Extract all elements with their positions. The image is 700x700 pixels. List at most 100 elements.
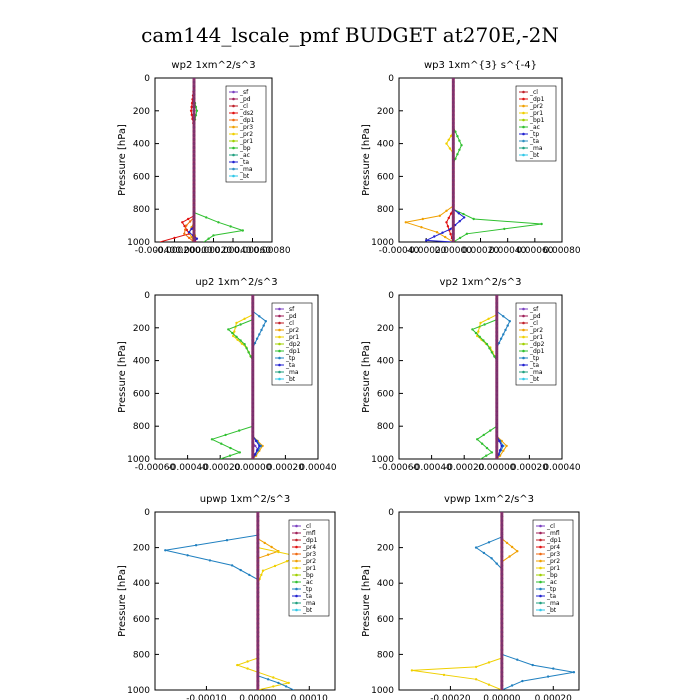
series-marker (477, 330, 480, 333)
series-marker (572, 671, 576, 674)
legend-marker (295, 601, 298, 605)
series-marker (284, 685, 288, 688)
legend-marker (278, 356, 281, 360)
legend-marker (278, 335, 281, 339)
legend-entry: _pr2 (302, 558, 316, 565)
series-marker (444, 235, 447, 239)
legend-marker (522, 118, 525, 122)
series-marker (478, 335, 481, 338)
y-tick-label: 800 (133, 422, 150, 432)
series-marker (270, 545, 273, 549)
series-marker (235, 335, 238, 338)
x-tick-label: -0.00060 (135, 463, 176, 473)
series-marker (190, 227, 193, 231)
series-marker (441, 231, 444, 234)
series-marker (490, 351, 494, 354)
series-marker (474, 331, 478, 335)
legend-marker (539, 566, 542, 570)
legend-entry: _ma (529, 369, 543, 376)
series-marker (490, 451, 494, 454)
legend-marker (295, 531, 298, 535)
y-tick-label: 800 (377, 205, 394, 215)
series-marker (447, 138, 450, 141)
legend-entry: _dp1 (239, 117, 255, 124)
legend-marker (232, 139, 235, 143)
legend-entry: _pr4 (302, 544, 316, 551)
x-tick-label: -0.00020 (430, 694, 471, 700)
legend-entry: _cl (302, 523, 311, 530)
legend-marker (295, 608, 298, 612)
legend-marker (522, 125, 525, 129)
legend-marker (522, 363, 525, 367)
y-tick-label: 0 (144, 291, 150, 301)
legend-entry: _pr1 (529, 110, 543, 117)
legend-entry: _mfl (546, 530, 560, 537)
legend: _sf_pd_cl_pr2_pr1_dp2_dp1_tp_ta_ma_bt (271, 302, 313, 386)
legend-entry: _pr2 (546, 558, 560, 565)
legend-entry: _cl (529, 320, 538, 327)
legend-entry: _tp (529, 355, 539, 362)
series-marker (217, 221, 220, 224)
legend-entry: _bt (529, 376, 540, 383)
series-marker (497, 341, 501, 345)
x-tick-label: -0.00020 (444, 463, 485, 473)
series-marker (458, 148, 461, 151)
legend-marker (232, 132, 235, 136)
series-marker (236, 663, 239, 667)
legend-marker (278, 349, 281, 353)
series-marker (498, 439, 501, 443)
series-marker (195, 237, 199, 240)
legend-marker (539, 552, 542, 556)
series-line-dp1 (210, 295, 254, 459)
series-marker (173, 236, 176, 240)
legend-entry: _bt (302, 607, 313, 614)
legend-entry: _ac (529, 124, 540, 131)
y-axis-label: Pressure [hPa] (117, 124, 128, 196)
y-tick-label: 0 (388, 508, 394, 518)
series-marker (238, 451, 241, 454)
series-marker (247, 351, 250, 354)
series-marker (493, 355, 496, 358)
figure-title: cam144_lscale_pmf BUDGET at270E,-2N (141, 23, 559, 47)
series-marker (236, 338, 239, 341)
legend-marker (539, 545, 542, 549)
legend-marker (539, 594, 542, 598)
series-line-pr2 (257, 512, 280, 690)
legend-entry: _ta (546, 593, 556, 600)
legend-marker (232, 97, 235, 101)
plot-frame (398, 511, 580, 691)
legend-entry: _ma (529, 145, 543, 152)
series-marker (482, 339, 485, 342)
series-marker (260, 573, 263, 577)
legend-entry: _pr3 (239, 124, 253, 131)
series-marker (243, 317, 246, 320)
legend-marker (539, 587, 542, 591)
y-tick-label: 600 (377, 389, 394, 399)
series-marker (447, 216, 450, 220)
legend-entry: _pr1 (529, 334, 543, 341)
series-line-tp (165, 512, 295, 690)
series-marker (456, 153, 459, 156)
series-marker (457, 212, 460, 215)
series-marker (262, 324, 265, 327)
series-marker (482, 551, 486, 555)
legend-marker (539, 573, 542, 577)
legend-entry: _sf (285, 306, 295, 313)
legend-entry: _pr2 (529, 103, 543, 110)
series-marker (225, 539, 229, 542)
series-marker (531, 663, 534, 667)
legend-entry: _ta (239, 159, 249, 166)
series-marker (232, 334, 235, 338)
legend-entry: _pr1 (302, 565, 316, 572)
x-tick-label: -0.00020 (406, 246, 447, 256)
legend-marker (522, 153, 525, 157)
series-marker (183, 232, 186, 235)
legend-marker (522, 342, 525, 346)
legend-entry: _mfl (302, 530, 316, 537)
legend-entry: _ma (239, 166, 253, 173)
legend-marker (522, 104, 525, 108)
series-marker (476, 438, 479, 441)
series-line-pr2 (501, 512, 519, 690)
series-marker (246, 660, 249, 663)
series-marker (233, 330, 236, 333)
